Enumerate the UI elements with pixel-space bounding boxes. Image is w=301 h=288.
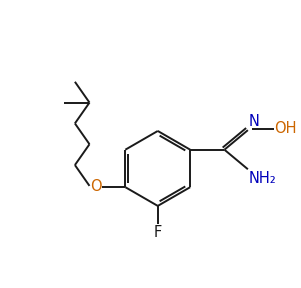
Text: OH: OH bbox=[275, 121, 297, 136]
Text: N: N bbox=[249, 114, 259, 129]
Text: F: F bbox=[154, 226, 162, 240]
Text: O: O bbox=[90, 179, 102, 194]
Text: NH₂: NH₂ bbox=[249, 171, 276, 186]
